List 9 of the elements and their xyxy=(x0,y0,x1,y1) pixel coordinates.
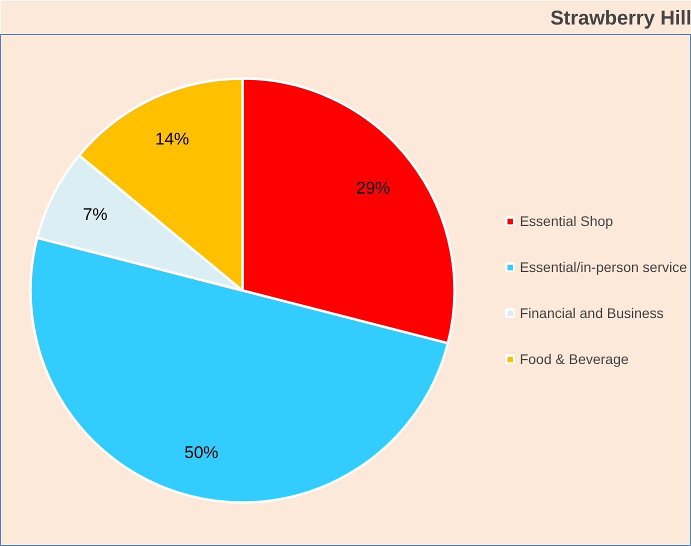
data-label: 7% xyxy=(82,205,108,224)
legend-label: Financial and Business xyxy=(520,305,664,321)
data-label: 29% xyxy=(356,178,390,198)
data-label: 50% xyxy=(184,443,218,462)
legend-label: Essential/in-person service xyxy=(520,259,687,275)
data-label: 14% xyxy=(155,130,190,149)
legend-label: Essential Shop xyxy=(520,213,614,229)
chart-title: Strawberry Hill xyxy=(550,8,691,30)
legend-label: Food & Beverage xyxy=(520,351,629,367)
